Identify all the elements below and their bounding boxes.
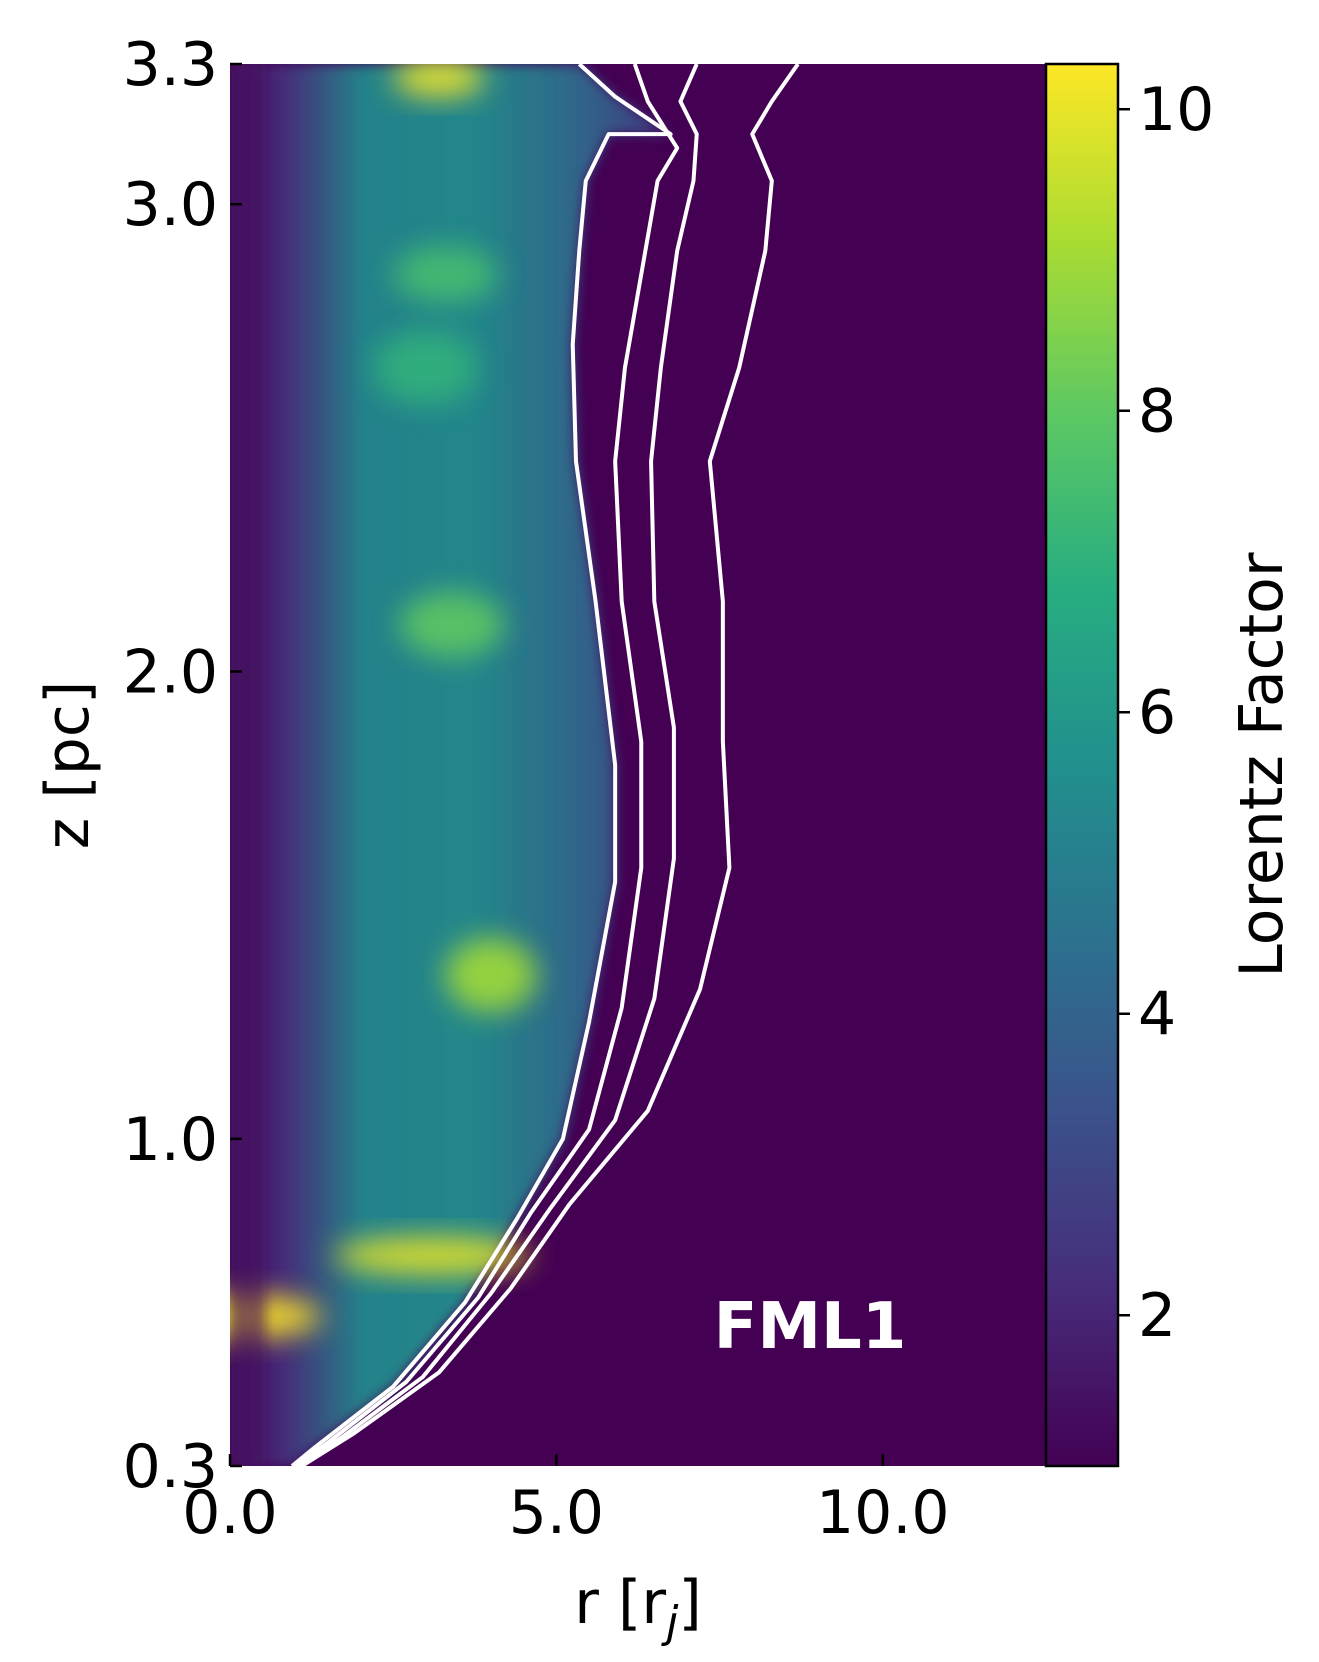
colorbar-gradient (1044, 62, 1120, 1468)
shock-region (334, 1237, 531, 1275)
x-axis-label-subscript: j (661, 1597, 679, 1648)
colorbar-tick-label: 4 (1138, 980, 1176, 1050)
contour-line (294, 64, 680, 1466)
colorbar: 2 4 6 8 10 Lorentz Factor (1044, 62, 1297, 1468)
contour-line (297, 64, 699, 1466)
y-tick-label: 2.0 (123, 638, 218, 708)
y-tick-label: 3.3 (123, 30, 218, 100)
y-axis-ticks: 0.3 1.0 2.0 3.0 3.3 (123, 30, 242, 1502)
x-tick-label: 5.0 (509, 1478, 604, 1548)
contour-line (290, 64, 673, 1466)
contour-lines (290, 64, 800, 1466)
shock-region (445, 937, 537, 1013)
colorbar-tick-label: 2 (1138, 1281, 1176, 1351)
colorbar-ticks: 2 4 6 8 10 (1118, 75, 1214, 1351)
shock-region (373, 330, 479, 406)
colorbar-tick-label: 8 (1138, 377, 1176, 447)
jet-axis (230, 64, 266, 1466)
x-tick-label: 10.0 (816, 1478, 950, 1548)
x-tick-label: 0.0 (182, 1478, 277, 1548)
colorbar-tick-label: 10 (1138, 75, 1214, 145)
y-axis-label: z [pc] (33, 681, 103, 849)
x-axis-label-close: ] (678, 1568, 701, 1638)
y-tick-label: 1.0 (123, 1105, 218, 1175)
lorentz-factor-field (230, 64, 671, 1466)
shock-region (393, 246, 498, 303)
y-tick-label: 0.3 (123, 1432, 218, 1502)
x-axis-label-main: r [r (574, 1568, 666, 1638)
x-axis-ticks: 0.0 5.0 10.0 (182, 1454, 950, 1548)
plot-area: FML1 (230, 64, 1046, 1466)
jet-body (230, 64, 671, 1466)
x-axis-label: r [rj] (574, 1568, 701, 1648)
shock-region (399, 592, 505, 658)
colorbar-label: Lorentz Factor (1227, 552, 1297, 977)
contour-line (300, 64, 800, 1466)
colorbar-tick-label: 6 (1138, 678, 1176, 748)
y-tick-label: 3.0 (123, 170, 218, 240)
run-label: FML1 (714, 1290, 907, 1364)
shock-region (393, 64, 485, 97)
